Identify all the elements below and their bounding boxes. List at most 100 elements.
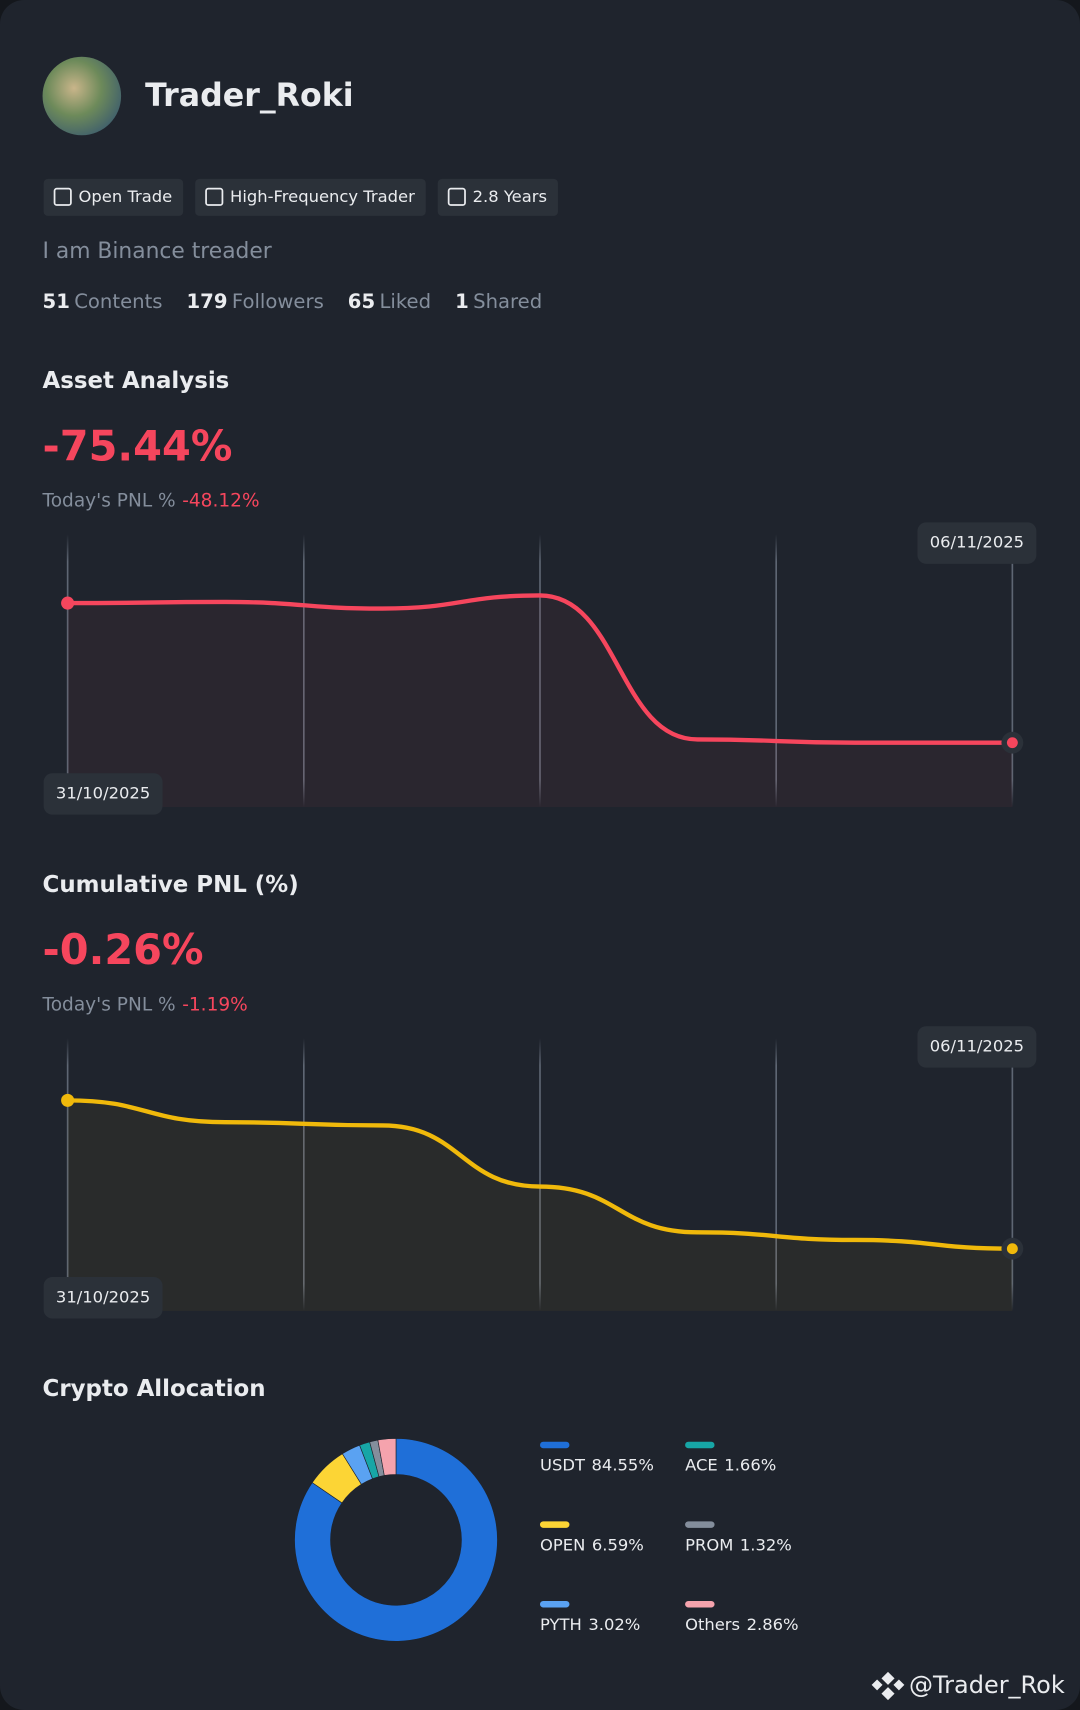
today-pnl-label: Today's PNL %: [42, 490, 176, 511]
tag-text: High-Frequency Trader: [230, 187, 415, 206]
date-badge: [43, 1277, 163, 1319]
vertical-guide: [66, 1038, 69, 1311]
legend-entry: Others 2.86%: [685, 1614, 799, 1633]
legend-value: 6.59%: [592, 1535, 644, 1554]
start-dot: [61, 1093, 75, 1107]
line-chart: Cumulative PNL (%) -0.26% Today's PNL % -1.…: [42, 872, 1037, 1319]
date-label: 06/11/2025: [930, 1036, 1024, 1055]
donut-slice: [377, 1438, 397, 1476]
legend-name: Others: [685, 1614, 740, 1633]
date-badge: [43, 773, 163, 815]
legend-swatch: [685, 1600, 715, 1608]
bio: I am Binance treader: [43, 239, 272, 264]
legend-entry: PYTH 3.02%: [540, 1614, 640, 1633]
tag: Open Trade: [43, 178, 184, 216]
tag-text: 2.8 Years: [473, 187, 547, 206]
tag: 2.8 Years: [437, 178, 558, 216]
end-dot: [1006, 1243, 1018, 1255]
legend-value: 84.55%: [592, 1455, 654, 1474]
tag-text: Open Trade: [79, 187, 173, 206]
legend-entry: OPEN 6.59%: [540, 1535, 644, 1554]
legend-swatch: [685, 1521, 715, 1528]
section-title: Cumulative PNL (%): [43, 872, 299, 898]
vertical-guide: [539, 1038, 541, 1311]
line: [67, 593, 1013, 745]
legend-name: USDT: [540, 1455, 586, 1474]
today-pnl-value: -1.19%: [182, 994, 248, 1015]
today-pnl: Today's PNL % -48.12%: [42, 490, 260, 511]
headline: -75.44%: [43, 422, 233, 470]
vertical-guide: [539, 534, 541, 808]
date-label: 31/10/2025: [56, 1287, 150, 1306]
legend-name: PROM: [685, 1535, 733, 1554]
donut-chart: Crypto Allocation USDT 84.55% OPEN 6.59% PYTH…: [43, 1376, 799, 1642]
line: [67, 1098, 1013, 1251]
vertical-guide: [1011, 1038, 1014, 1311]
tag-bg: [195, 178, 426, 216]
vertical-guide: [775, 1038, 777, 1311]
legend-entry: USDT 84.55%: [540, 1455, 654, 1474]
tag-icon: [53, 187, 72, 206]
date-badge: [917, 1026, 1037, 1068]
vertical-guide: [303, 534, 305, 808]
vertical-guide: [303, 1038, 305, 1311]
tag-bg: [437, 178, 558, 216]
date-badge: [917, 522, 1037, 564]
stats: 51 Contents 179 Followers 65 Liked 1 Shared: [43, 290, 543, 313]
watermark-text: @Trader_Rok: [909, 1671, 1065, 1699]
stat: 179 Followers: [187, 290, 324, 313]
vertical-guide: [1011, 534, 1014, 808]
vertical-guide: [66, 534, 69, 808]
tag-bg: [43, 178, 184, 216]
legend-entry: PROM 1.32%: [685, 1535, 792, 1554]
stat: 1 Shared: [455, 290, 542, 313]
tags: Open Trade High-Frequency Trader 2.8 Years: [43, 178, 558, 216]
stat-value: 51: [43, 290, 70, 313]
charts: Asset Analysis -75.44% Today's PNL % -48.12…: [42, 368, 1037, 1642]
vertical-guide: [775, 534, 777, 808]
avatar[interactable]: [42, 56, 122, 136]
start-dot: [61, 596, 75, 610]
legend-name: PYTH: [540, 1614, 582, 1633]
today-pnl-label: Today's PNL %: [42, 994, 176, 1015]
legend-name: OPEN: [540, 1535, 585, 1554]
stat-value: 179: [187, 290, 228, 313]
legend-entry: ACE 1.66%: [685, 1455, 776, 1474]
stat-value: 1: [455, 290, 469, 313]
stat-label: Shared: [473, 290, 542, 313]
legend-swatch: [540, 1441, 570, 1449]
today-pnl: Today's PNL % -1.19%: [42, 994, 248, 1015]
tag-icon: [447, 187, 466, 206]
legend-swatch: [540, 1600, 570, 1608]
stat-label: Followers: [232, 290, 324, 313]
user-name: Trader_Roki: [145, 78, 354, 114]
stat-value: 65: [348, 290, 375, 313]
legend-name: ACE: [685, 1455, 718, 1474]
area: [67, 1100, 1013, 1311]
legend-value: 1.66%: [724, 1455, 776, 1474]
logo: [871, 1671, 905, 1701]
legend-swatch: [540, 1521, 570, 1528]
area: [67, 595, 1013, 808]
watermark: @Trader_Rok: [871, 1671, 1065, 1701]
legend-value: 2.86%: [747, 1614, 799, 1633]
stat-label: Liked: [379, 290, 431, 313]
section-title: Crypto Allocation: [43, 1376, 266, 1402]
date-label: 06/11/2025: [930, 533, 1024, 552]
tag-icon: [205, 187, 224, 206]
date-label: 31/10/2025: [56, 783, 150, 802]
legend-value: 3.02%: [588, 1614, 640, 1633]
stat: 65 Liked: [348, 290, 431, 313]
tag: High-Frequency Trader: [195, 178, 426, 216]
line-chart: Asset Analysis -75.44% Today's PNL % -48.12…: [42, 368, 1037, 815]
end-dot: [1006, 737, 1018, 749]
stat-label: Contents: [74, 290, 162, 313]
headline: -0.26%: [43, 926, 204, 974]
legend-swatch: [685, 1441, 715, 1449]
today-pnl-value: -48.12%: [182, 490, 259, 511]
stat: 51 Contents: [43, 290, 163, 313]
donut-slice: [294, 1438, 498, 1642]
